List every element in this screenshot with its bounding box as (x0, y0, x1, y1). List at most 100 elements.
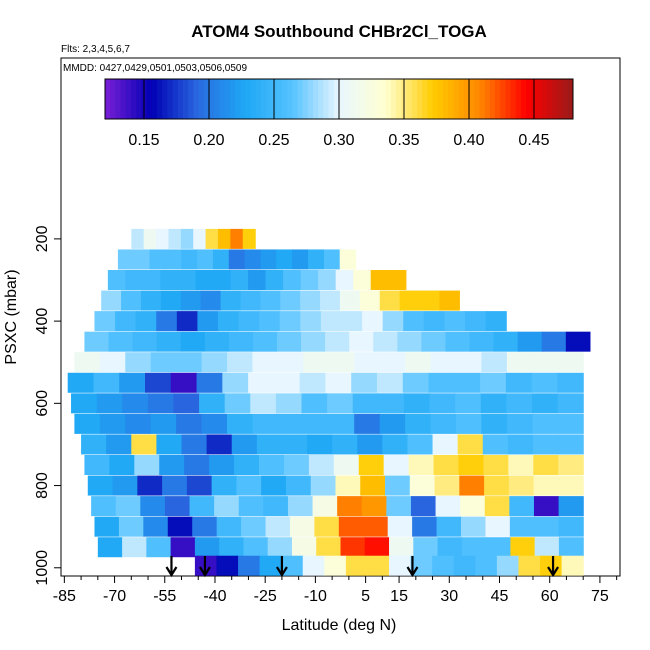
colorbar-segment (463, 79, 470, 119)
heat-cell (469, 331, 495, 352)
colorbar-segment (203, 79, 210, 119)
colorbar-segment (136, 79, 142, 119)
heat-cell (206, 434, 233, 455)
heat-cell (308, 455, 335, 475)
heat-cell (125, 413, 152, 434)
heat-cell (455, 413, 483, 434)
heat-cell (275, 393, 303, 414)
heat-cell (256, 434, 283, 455)
heat-cell (558, 496, 584, 517)
heat-cell (534, 516, 560, 537)
heat-cell (429, 393, 456, 414)
colorbar-segment (224, 79, 231, 119)
colorbar-segment (167, 79, 174, 119)
heat-cell (165, 249, 182, 270)
x-tick-label: 30 (440, 588, 458, 605)
colorbar-segment (172, 79, 179, 119)
heat-cell (419, 290, 441, 311)
heat-cell (160, 290, 182, 311)
heat-cell (162, 475, 188, 496)
heat-cell (258, 455, 285, 475)
heat-cell (303, 352, 330, 373)
heat-cell (201, 413, 228, 434)
x-tick-label: -55 (153, 588, 176, 605)
heat-cell (121, 290, 142, 311)
heat-cell (133, 249, 151, 270)
heat-cell (531, 393, 559, 414)
heat-cell (280, 290, 301, 311)
colorbar-segment (432, 79, 439, 119)
colorbar-segment (411, 79, 418, 119)
heat-cell (99, 413, 126, 434)
heat-cell (194, 537, 220, 558)
heat-cell (132, 331, 158, 352)
arrow-head (199, 566, 211, 578)
colorbar-segment (188, 79, 194, 119)
heat-cell (205, 228, 219, 249)
heat-cell (211, 475, 237, 496)
heat-cell (362, 311, 384, 332)
heat-cell (67, 372, 95, 393)
colorbar-segment (229, 79, 236, 119)
colorbar-segment (250, 79, 257, 119)
heat-cell (170, 537, 196, 558)
heat-cell (147, 393, 175, 414)
heat-cell (228, 331, 254, 352)
colorbar-segment (375, 79, 382, 119)
y-tick-label: 600 (34, 390, 51, 417)
heat-cell (407, 434, 434, 455)
colorbar-tick-label: 0.35 (388, 132, 419, 149)
heat-cell (361, 496, 387, 517)
heat-cell (389, 537, 414, 558)
heat-cell (99, 352, 126, 373)
heat-cell (137, 475, 163, 496)
heat-cell (107, 270, 126, 290)
x-tick-label: -10 (304, 588, 327, 605)
heat-cell (244, 249, 262, 270)
heat-cell (227, 352, 254, 373)
heat-cell (363, 516, 389, 537)
heat-cell (195, 270, 214, 290)
heat-cell (405, 413, 432, 434)
heat-cell (484, 475, 510, 496)
heat-cell (461, 537, 487, 558)
heat-cell (186, 475, 213, 496)
heat-cell (142, 270, 162, 290)
heat-cell (231, 434, 258, 455)
heat-cell (300, 311, 322, 332)
colorbar-segment (131, 79, 137, 119)
colorbar-segment (328, 79, 335, 119)
colorbar-segment (266, 79, 272, 119)
x-tick-label: -40 (203, 588, 226, 605)
colorbar-segment (536, 79, 543, 119)
heat-cell (408, 455, 435, 475)
heat-cell (115, 496, 141, 517)
colorbar-segment (307, 79, 314, 119)
heat-cell (389, 555, 412, 576)
heat-cell (493, 331, 519, 352)
heat-cell (316, 537, 342, 558)
heat-cell (484, 496, 510, 517)
heat-cell (307, 434, 333, 455)
heat-cell (339, 249, 357, 270)
heat-cell (184, 455, 210, 475)
heat-cell (383, 455, 410, 475)
heat-cell (238, 311, 260, 332)
heat-cell (458, 455, 485, 475)
heat-cell (224, 393, 251, 414)
heat-cell (200, 290, 222, 311)
heat-cell (209, 455, 235, 475)
heat-cell (352, 393, 379, 414)
heat-cell (149, 249, 167, 270)
heat-cell (533, 496, 560, 517)
colorbar-segment (177, 79, 184, 119)
heat-cell (180, 290, 202, 311)
heat-cell (508, 455, 534, 475)
heat-cell (508, 475, 535, 496)
heat-cell (81, 434, 107, 455)
heat-cell (421, 331, 447, 352)
heat-cell (433, 455, 460, 475)
heat-cell (533, 475, 560, 496)
heat-cell (189, 496, 215, 517)
heat-cell (283, 270, 302, 290)
